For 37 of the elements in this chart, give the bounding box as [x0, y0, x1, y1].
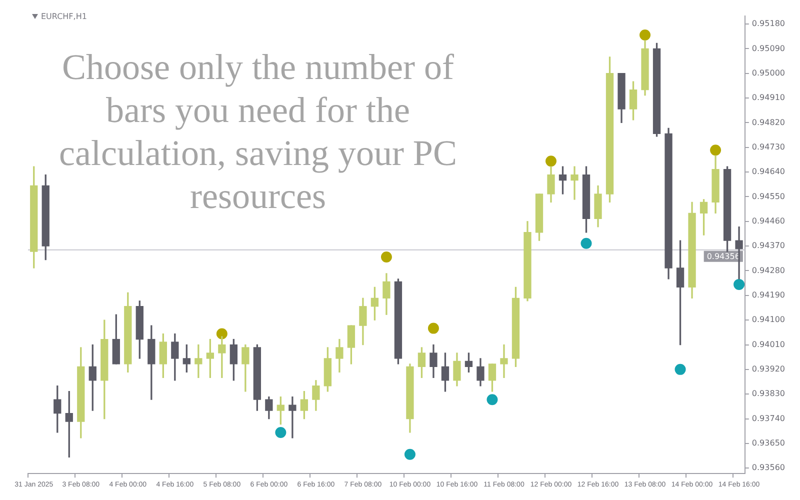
- point: [674, 364, 686, 375]
- y-tick-label: 0.94820: [752, 118, 786, 127]
- y-tick-label: 0.93740: [752, 414, 786, 423]
- point: [275, 426, 286, 438]
- y-tick-label: 0.93920: [752, 364, 786, 374]
- y-tick-label: 0.93560: [752, 463, 786, 472]
- point: [734, 278, 745, 290]
- y-tick-label: 0.94370: [752, 241, 786, 250]
- y-tick-label: 0.94730: [752, 142, 786, 152]
- point: [428, 322, 439, 334]
- point: [545, 156, 556, 167]
- annotation: Choose only the number of bars you need for the calculation, saving your PC resources: [58, 46, 458, 218]
- chart-title: EURCHF,H1: [41, 12, 87, 21]
- point: [486, 394, 498, 406]
- point: [404, 448, 416, 460]
- y-tick-label: 0.94640: [752, 167, 786, 176]
- candlestick: [500, 344, 508, 378]
- point: [710, 144, 722, 156]
- point: [216, 328, 228, 340]
- y-tick-label: 0.94280: [752, 266, 786, 275]
- candlestick: [570, 166, 578, 200]
- candlestick: [288, 396, 296, 438]
- y-tick-label: 0.95090: [752, 44, 786, 53]
- ref-line-label: 0.94356: [706, 252, 740, 261]
- point: [580, 238, 592, 249]
- y-tick-label: 0.94190: [752, 290, 786, 300]
- point: [640, 29, 651, 40]
- y-tick-label: 0.95000: [752, 68, 786, 78]
- y-tick-label: 0.93650: [752, 438, 786, 448]
- y-tick-label: 0.94460: [752, 216, 786, 226]
- y-tick-label: 0.94100: [752, 315, 786, 324]
- y-tick-label: 0.94010: [752, 340, 786, 349]
- point: [380, 252, 392, 263]
- y-tick-label: 0.95180: [752, 19, 786, 28]
- y-tick-label: 0.93830: [752, 389, 786, 398]
- y-tick-label: 0.94910: [752, 93, 786, 102]
- y-tick-label: 0.94550: [752, 192, 786, 201]
